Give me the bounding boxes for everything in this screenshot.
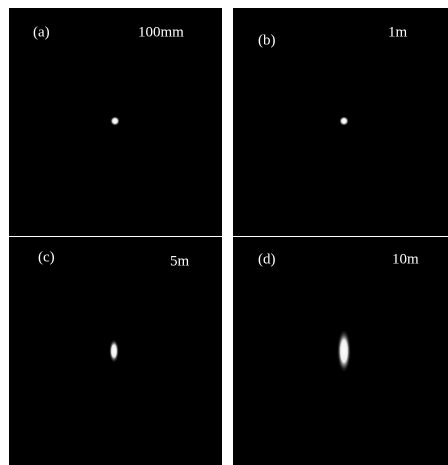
panel: (b) 1m bbox=[233, 8, 448, 236]
distance-label: 1m bbox=[388, 24, 408, 40]
distance-label: 10m bbox=[392, 251, 419, 267]
panel-label: (c) bbox=[38, 249, 55, 265]
panel: (a) 100mm bbox=[9, 8, 222, 236]
distance-label: 100mm bbox=[138, 24, 184, 40]
panel: (c) 5m bbox=[9, 237, 222, 465]
distance-label: 5m bbox=[170, 253, 190, 269]
panel-label: (a) bbox=[33, 24, 50, 40]
beam-spot bbox=[110, 116, 120, 126]
panel-label: (b) bbox=[258, 32, 276, 48]
beam-spot bbox=[109, 339, 119, 363]
figure: (a) 100mm (b) 1m (c) 5m (d) 10m bbox=[0, 0, 448, 465]
beam-spot bbox=[339, 116, 349, 126]
beam-spot bbox=[337, 329, 351, 373]
panel-label: (d) bbox=[258, 251, 276, 267]
panel: (d) 10m bbox=[233, 237, 448, 465]
